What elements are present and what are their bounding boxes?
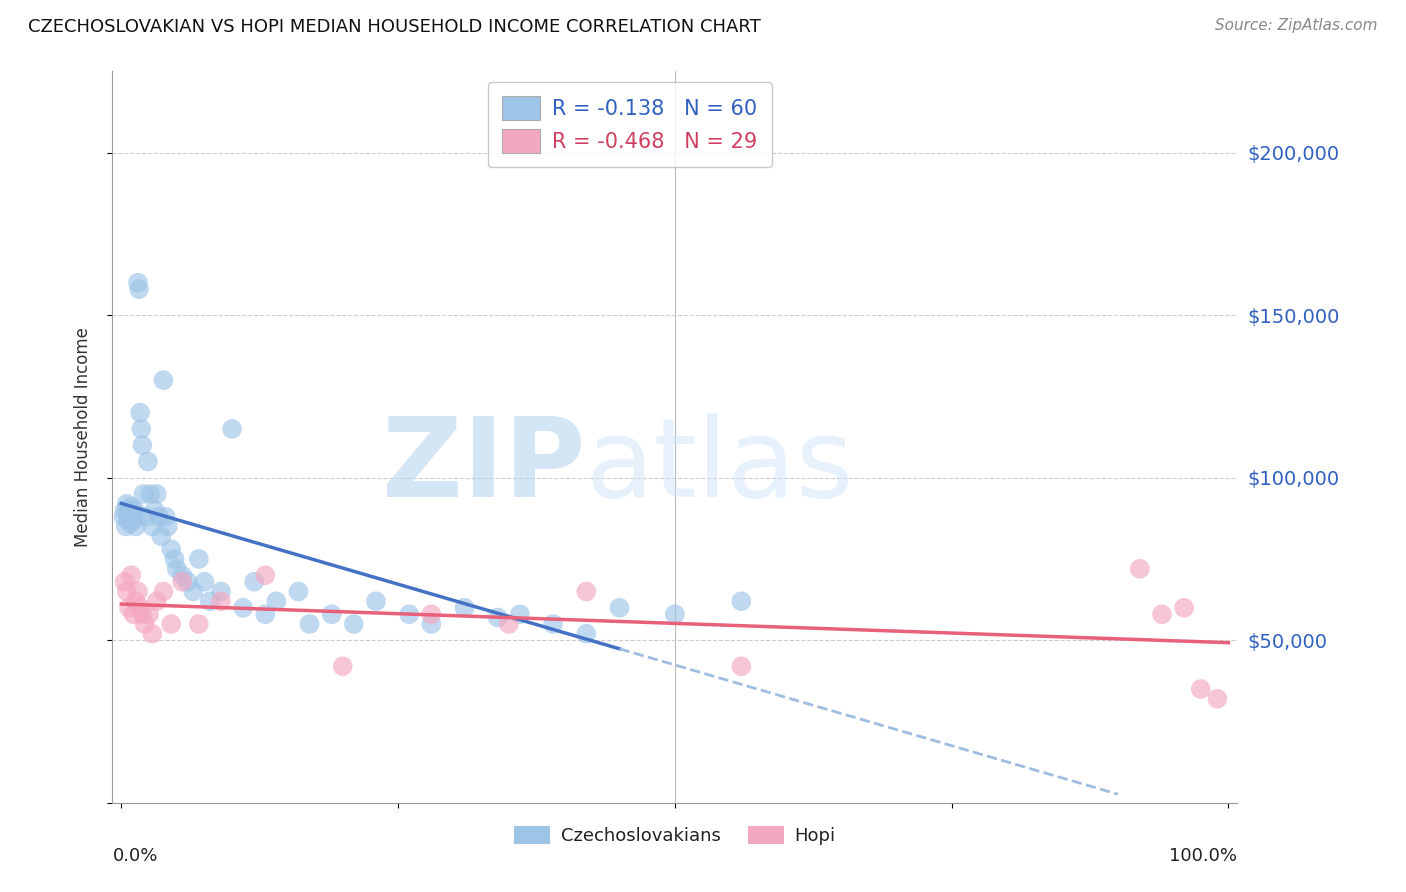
Point xyxy=(181,584,204,599)
Point xyxy=(127,276,149,290)
Point xyxy=(420,617,443,632)
Point xyxy=(117,513,139,527)
Point xyxy=(156,519,179,533)
Point xyxy=(127,584,149,599)
Point xyxy=(125,519,148,533)
Point xyxy=(364,594,387,608)
Point xyxy=(609,600,631,615)
Point xyxy=(177,574,200,589)
Point xyxy=(115,497,138,511)
Text: 100.0%: 100.0% xyxy=(1170,847,1237,864)
Point xyxy=(118,600,141,615)
Point xyxy=(232,600,254,615)
Point xyxy=(115,584,138,599)
Point xyxy=(160,617,183,632)
Y-axis label: Median Household Income: Median Household Income xyxy=(73,327,91,547)
Point xyxy=(143,503,166,517)
Point xyxy=(121,509,143,524)
Point xyxy=(141,519,163,533)
Point xyxy=(136,454,159,468)
Point xyxy=(160,542,183,557)
Point xyxy=(664,607,686,622)
Text: 0.0%: 0.0% xyxy=(112,847,157,864)
Point xyxy=(122,513,145,527)
Text: atlas: atlas xyxy=(585,413,853,520)
Point xyxy=(163,552,186,566)
Point xyxy=(209,594,232,608)
Text: ZIP: ZIP xyxy=(381,413,585,520)
Point xyxy=(498,617,520,632)
Point xyxy=(486,610,509,624)
Point xyxy=(125,594,148,608)
Point xyxy=(114,503,136,517)
Point xyxy=(131,438,153,452)
Point xyxy=(112,509,135,524)
Point xyxy=(155,509,177,524)
Point xyxy=(145,487,167,501)
Point xyxy=(120,568,142,582)
Point xyxy=(114,574,136,589)
Point xyxy=(1173,600,1195,615)
Point xyxy=(509,607,531,622)
Point xyxy=(145,594,167,608)
Point xyxy=(254,568,277,582)
Point xyxy=(266,594,288,608)
Point xyxy=(129,600,152,615)
Point xyxy=(198,594,221,608)
Point xyxy=(166,562,188,576)
Point xyxy=(148,509,170,524)
Point xyxy=(453,600,475,615)
Point xyxy=(575,584,598,599)
Point xyxy=(120,500,142,514)
Point xyxy=(134,617,156,632)
Point xyxy=(541,617,564,632)
Point xyxy=(209,584,232,599)
Point xyxy=(1150,607,1173,622)
Point xyxy=(321,607,343,622)
Point xyxy=(420,607,443,622)
Point xyxy=(343,617,366,632)
Point xyxy=(254,607,277,622)
Point xyxy=(398,607,420,622)
Point xyxy=(129,422,152,436)
Point xyxy=(132,487,155,501)
Point xyxy=(125,509,148,524)
Point xyxy=(150,529,173,543)
Point xyxy=(172,568,194,582)
Point xyxy=(1189,681,1212,696)
Point xyxy=(730,659,752,673)
Point xyxy=(152,373,174,387)
Point xyxy=(172,574,194,589)
Point xyxy=(1129,562,1152,576)
Point xyxy=(138,607,160,622)
Point xyxy=(139,487,162,501)
Point xyxy=(730,594,752,608)
Point xyxy=(332,659,354,673)
Point xyxy=(129,406,152,420)
Point xyxy=(221,422,243,436)
Point xyxy=(141,626,163,640)
Text: CZECHOSLOVAKIAN VS HOPI MEDIAN HOUSEHOLD INCOME CORRELATION CHART: CZECHOSLOVAKIAN VS HOPI MEDIAN HOUSEHOLD… xyxy=(28,18,761,36)
Point xyxy=(243,574,266,589)
Point xyxy=(575,626,598,640)
Point xyxy=(1206,691,1229,706)
Legend: Czechoslovakians, Hopi: Czechoslovakians, Hopi xyxy=(506,819,844,852)
Point xyxy=(187,552,209,566)
Point xyxy=(120,516,142,531)
Text: Source: ZipAtlas.com: Source: ZipAtlas.com xyxy=(1215,18,1378,33)
Point xyxy=(131,607,153,622)
Point xyxy=(187,617,209,632)
Point xyxy=(118,507,141,521)
Point xyxy=(114,519,136,533)
Point xyxy=(122,607,145,622)
Point xyxy=(287,584,309,599)
Point xyxy=(128,282,150,296)
Point xyxy=(193,574,215,589)
Point xyxy=(124,503,146,517)
Point xyxy=(152,584,174,599)
Point xyxy=(298,617,321,632)
Point xyxy=(135,509,157,524)
